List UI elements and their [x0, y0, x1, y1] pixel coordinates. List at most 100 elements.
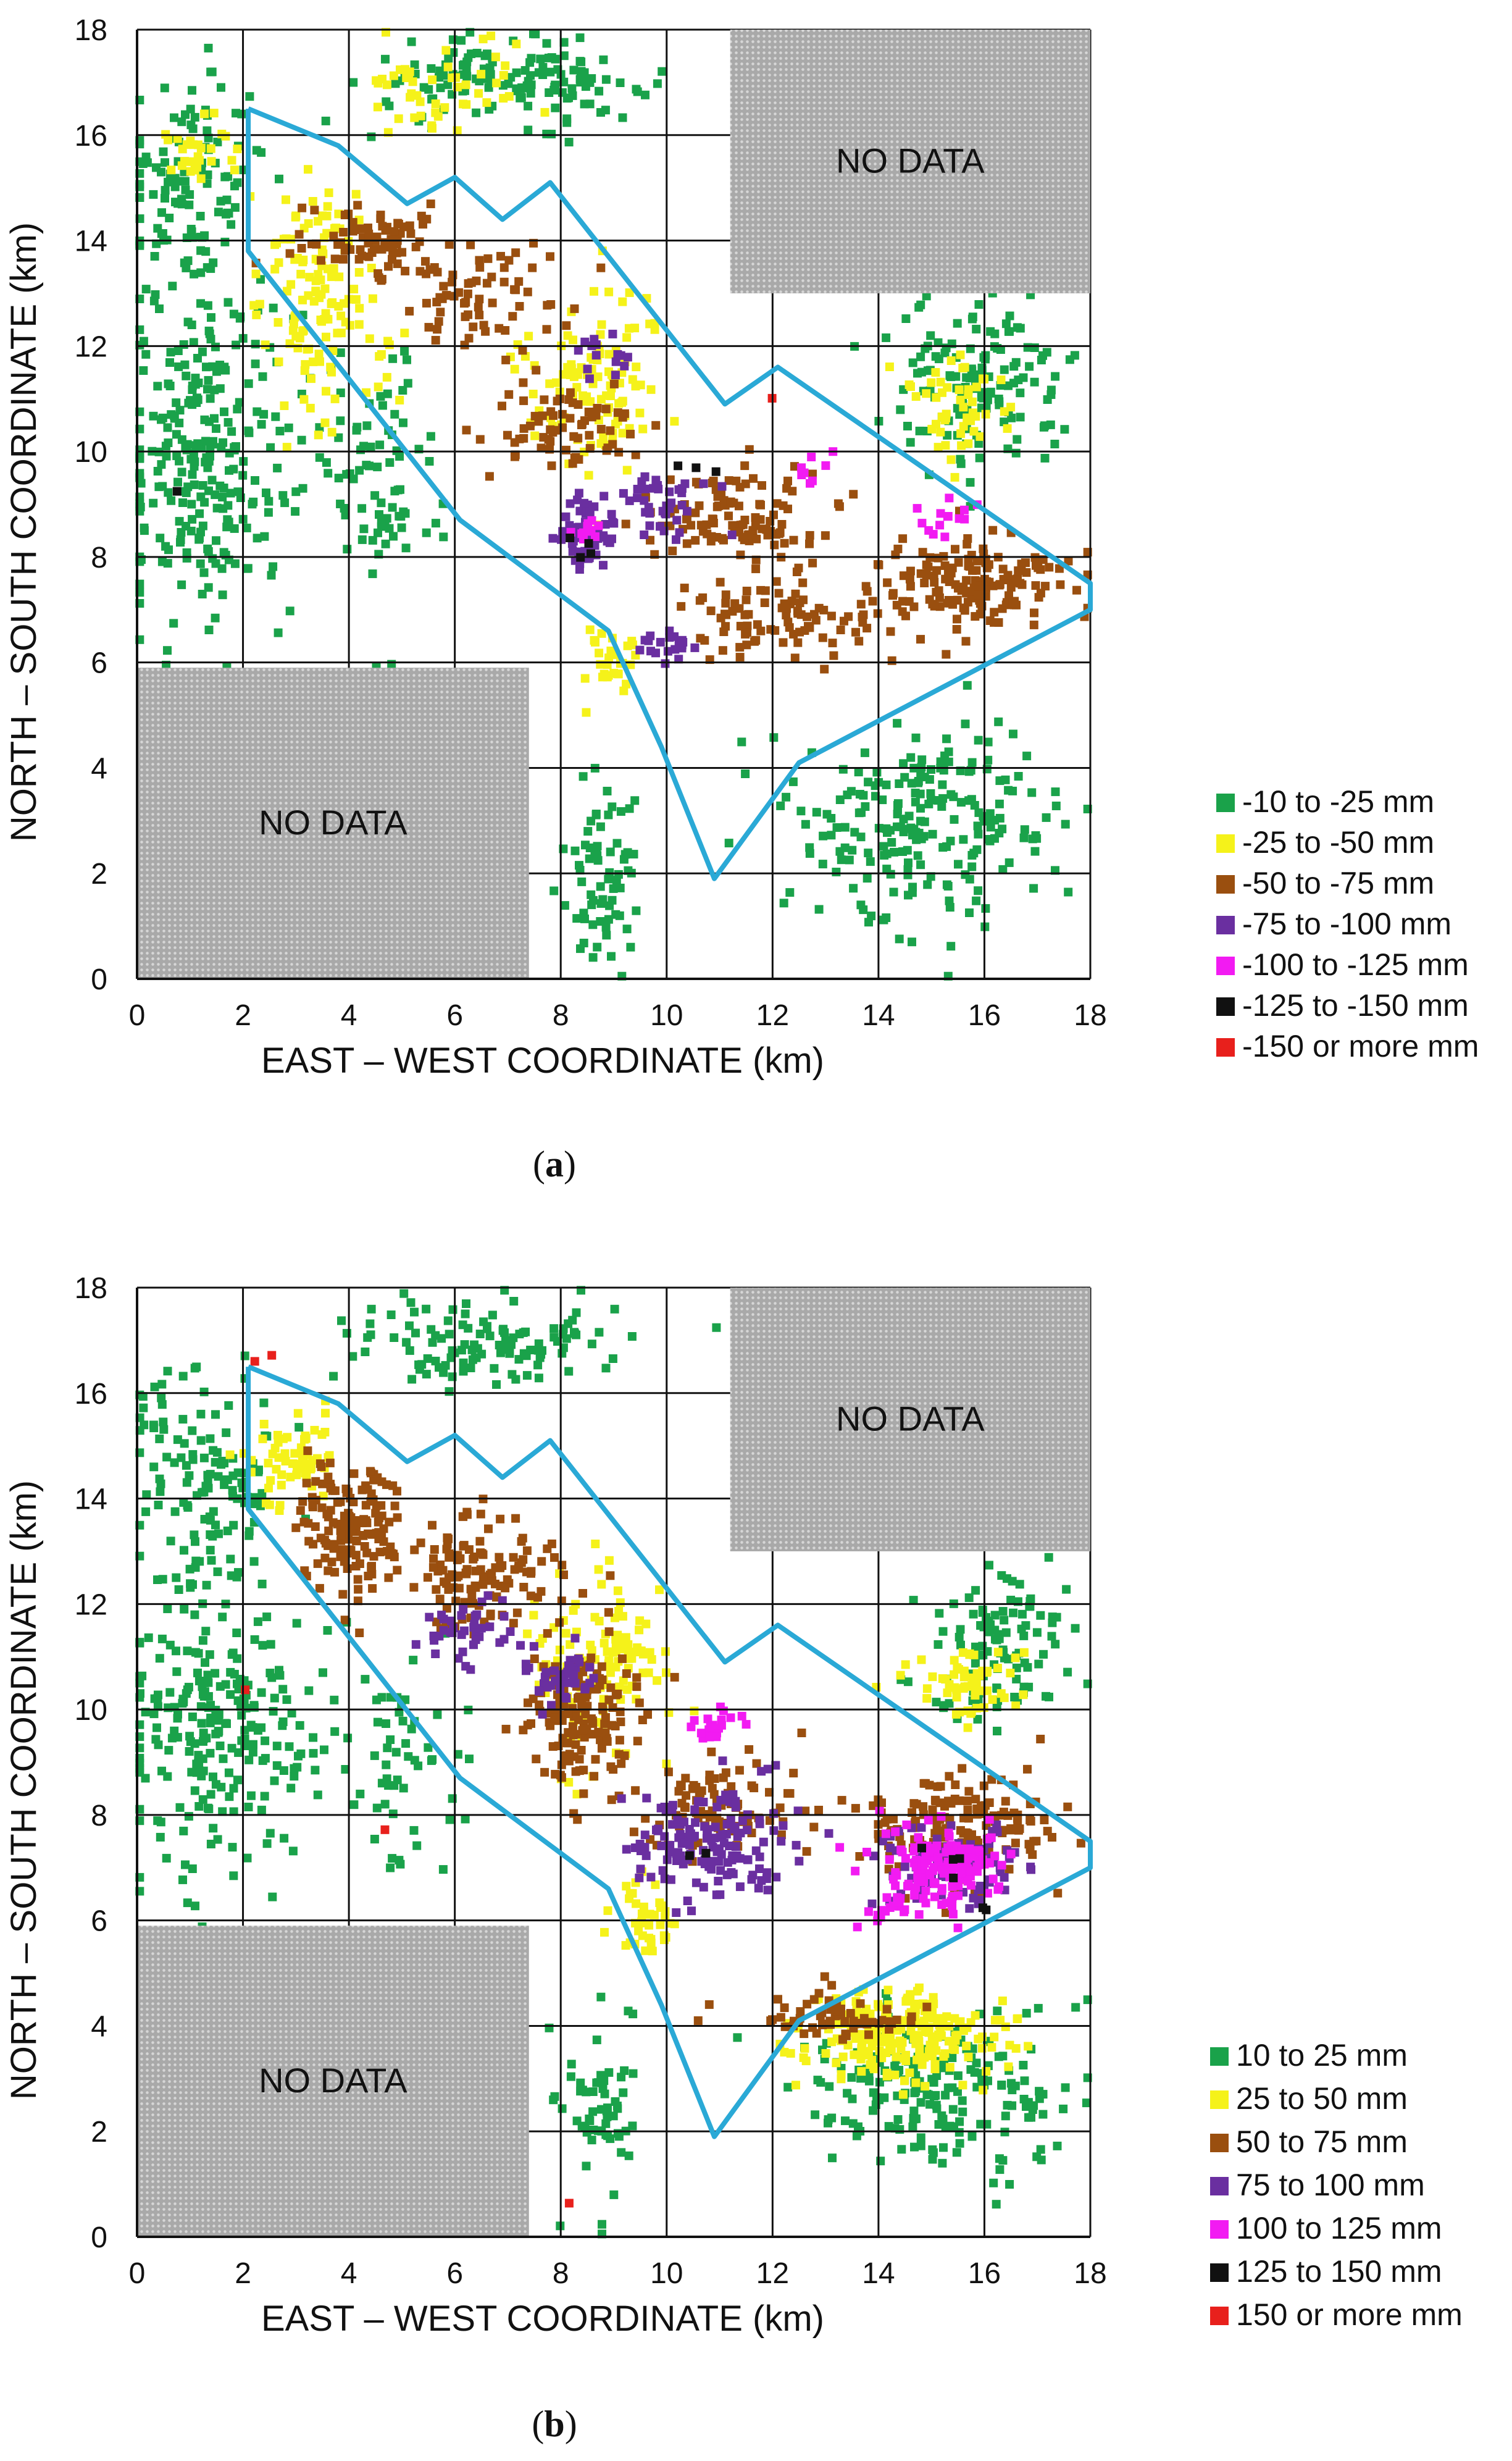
data-point: [975, 1671, 985, 1680]
data-point: [407, 37, 416, 46]
data-point: [209, 1772, 217, 1782]
data-point: [608, 518, 617, 527]
data-point: [177, 435, 186, 444]
data-point: [373, 103, 382, 112]
data-point: [807, 453, 816, 461]
data-point: [971, 1795, 980, 1804]
data-point: [942, 650, 951, 659]
data-point: [138, 1671, 147, 1680]
data-point: [313, 1790, 322, 1800]
data-point: [898, 607, 907, 616]
data-point: [524, 332, 533, 341]
data-point: [201, 437, 210, 446]
data-point: [993, 1648, 1003, 1657]
data-point: [559, 38, 569, 47]
y-tick-label: 14: [75, 225, 107, 258]
data-point: [428, 1755, 437, 1764]
data-point: [162, 1453, 172, 1462]
data-point: [966, 1880, 975, 1890]
data-point: [650, 325, 659, 334]
data-point: [1001, 1796, 1010, 1806]
data-point: [157, 1380, 167, 1389]
data-point: [616, 883, 625, 892]
data-point: [457, 1630, 466, 1639]
data-point: [944, 757, 953, 766]
data-point: [401, 543, 411, 553]
data-point: [832, 823, 842, 832]
data-point: [192, 1759, 201, 1769]
data-point: [437, 1611, 446, 1620]
data-point: [621, 519, 630, 529]
data-point: [407, 1375, 417, 1384]
data-point: [288, 1847, 298, 1856]
data-point: [618, 413, 627, 422]
data-point: [327, 367, 336, 377]
data-point: [155, 1654, 164, 1663]
data-point: [436, 308, 445, 317]
data-point: [149, 411, 158, 421]
data-point: [995, 2154, 1004, 2163]
data-point: [593, 404, 602, 413]
data-point: [747, 1875, 756, 1884]
data-point: [230, 166, 239, 175]
data-point: [269, 562, 278, 571]
data-point: [204, 326, 214, 335]
data-point: [330, 1727, 340, 1736]
data-point: [751, 521, 760, 530]
data-point: [1019, 2061, 1028, 2069]
data-point: [349, 285, 359, 294]
data-point: [1000, 407, 1009, 416]
data-point: [564, 395, 574, 404]
data-point: [565, 1750, 574, 1759]
data-point: [483, 1591, 493, 1600]
data-point: [896, 822, 905, 831]
y-tick-label: 12: [75, 330, 107, 363]
data-point: [964, 561, 973, 571]
data-point: [224, 209, 233, 218]
data-point: [856, 2055, 866, 2064]
data-point: [384, 1781, 393, 1790]
data-point: [717, 1830, 727, 1839]
data-point: [321, 1538, 330, 1548]
no-data-label: NO DATA: [836, 1399, 985, 1438]
data-point: [606, 1683, 616, 1692]
data-point: [538, 70, 548, 79]
data-point: [724, 476, 733, 485]
data-point: [664, 1767, 673, 1777]
data-point: [782, 484, 792, 493]
data-point: [606, 1668, 615, 1677]
data-point: [995, 1882, 1004, 1891]
data-point: [944, 747, 953, 757]
data-point: [461, 1814, 470, 1824]
data-point: [608, 802, 617, 811]
data-point: [233, 145, 242, 154]
data-point: [925, 2100, 935, 2109]
data-point: [536, 54, 545, 64]
data-point: [269, 303, 278, 312]
data-point: [958, 364, 967, 372]
data-point: [908, 937, 916, 947]
data-point: [227, 1650, 236, 1659]
data-point: [251, 476, 259, 485]
data-point: [956, 1826, 965, 1835]
data-point: [641, 484, 650, 493]
data-point: [911, 2039, 921, 2048]
data-point: [435, 293, 445, 302]
data-point: [149, 1420, 158, 1430]
data-point: [474, 89, 483, 98]
data-point: [1063, 1802, 1072, 1811]
data-point: [190, 1786, 199, 1795]
data-point: [956, 350, 965, 359]
data-point: [576, 2078, 585, 2087]
data-point: [962, 576, 971, 585]
data-point: [967, 364, 976, 374]
data-point: [913, 851, 922, 860]
data-point: [1015, 1824, 1024, 1834]
data-point: [627, 1654, 636, 1663]
data-point: [173, 1435, 182, 1444]
data-point: [492, 78, 501, 88]
data-point: [776, 2013, 785, 2022]
data-point: [956, 1625, 965, 1634]
data-point: [558, 2104, 567, 2113]
data-point: [196, 174, 206, 183]
